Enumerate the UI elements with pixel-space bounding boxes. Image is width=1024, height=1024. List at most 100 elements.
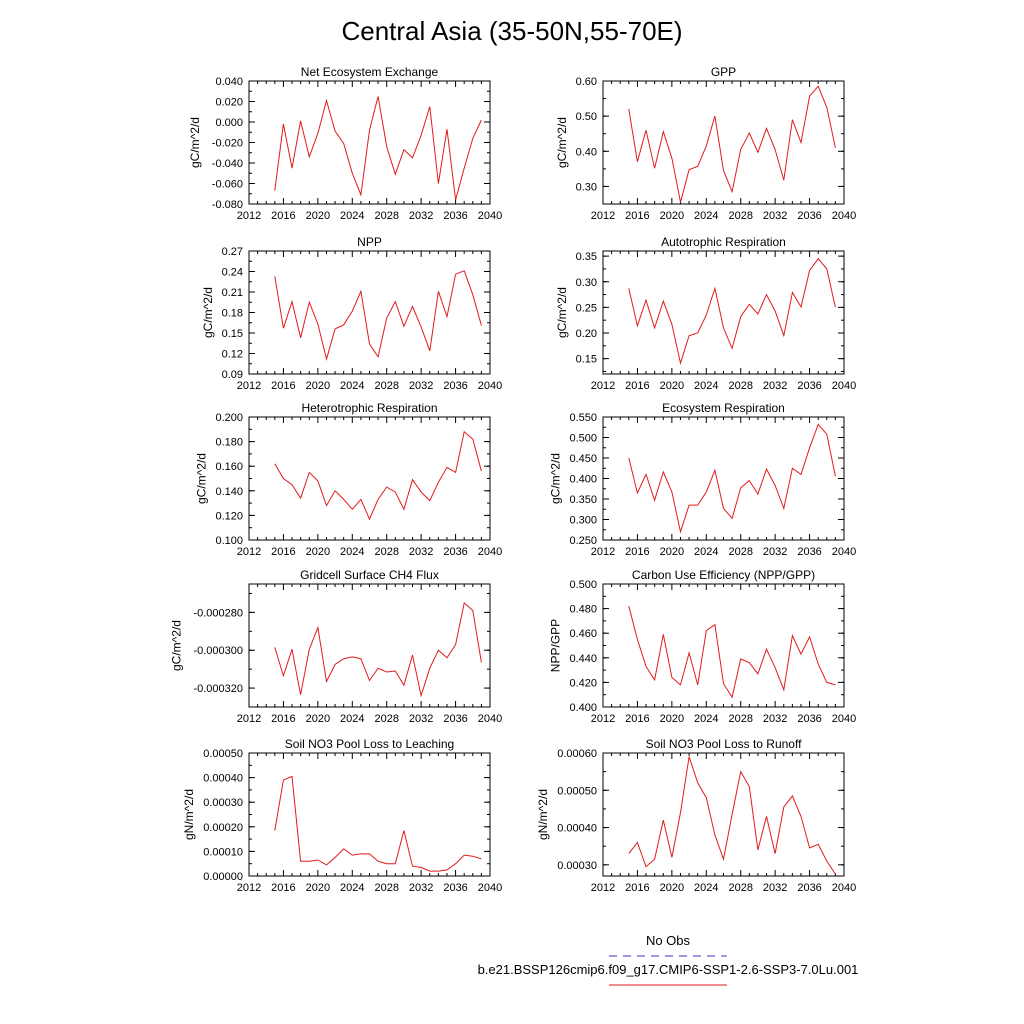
- chart-panel: Carbon Use Efficiency (NPP/GPP) 2012 2016 2…: [549, 568, 857, 725]
- y-axis-label: gC/m^2/d: [555, 287, 569, 338]
- y-tick-label: 0.15: [576, 354, 597, 366]
- x-tick-label: 2028: [374, 713, 398, 725]
- plot-frame: [248, 416, 491, 541]
- x-tick-label: 2028: [728, 546, 752, 558]
- y-tick-label: 0.00010: [203, 846, 243, 858]
- x-tick-label: 2012: [591, 546, 615, 558]
- y-tick-label: -0.020: [212, 138, 243, 150]
- y-tick-label: 0.35: [576, 251, 597, 263]
- y-axis-label: gC/m^2/d: [201, 287, 215, 338]
- chart-title: Autotrophic Respiration: [661, 235, 786, 249]
- x-tick-label: 2024: [694, 713, 718, 725]
- x-tick-label: 2012: [237, 882, 261, 894]
- chart-panel: Ecosystem Respiration 2012 2016 2020 2024 202…: [549, 401, 857, 558]
- x-tick-label: 2040: [832, 546, 856, 558]
- x-tick-label: 2012: [237, 380, 261, 392]
- x-tick-label: 2016: [625, 210, 649, 222]
- y-tick-label: 0.140: [215, 486, 243, 498]
- y-tick-label: 0.27: [222, 246, 243, 258]
- series-line: [628, 756, 836, 875]
- x-tick-label: 2036: [443, 882, 467, 894]
- x-tick-label: 2036: [443, 713, 467, 725]
- x-tick-label: 2016: [271, 210, 295, 222]
- y-tick-label: 0.09: [222, 369, 243, 381]
- plot-frame: [248, 752, 491, 877]
- y-tick-label: 0.21: [222, 287, 243, 299]
- x-tick-label: 2036: [797, 210, 821, 222]
- series-line: [274, 96, 482, 201]
- y-tick-label: 0.500: [569, 433, 597, 445]
- x-tick-label: 2024: [340, 546, 364, 558]
- x-tick-label: 2032: [409, 210, 433, 222]
- x-tick-label: 2032: [763, 713, 787, 725]
- x-tick-label: 2032: [409, 882, 433, 894]
- chart-title: NPP: [357, 235, 382, 249]
- legend-entry-no-obs: No Obs: [646, 933, 691, 948]
- chart-panel: Autotrophic Respiration 2012 2016 2020 2024 2…: [555, 235, 856, 392]
- chart-panel: Heterotrophic Respiration 2012 2016 2020 202…: [195, 401, 503, 558]
- y-axis-label: gC/m^2/d: [195, 453, 209, 504]
- y-tick-label: 0.30: [576, 277, 597, 289]
- x-tick-label: 2012: [591, 882, 615, 894]
- panels: Net Ecosystem Exchange 2012 2016 2020 2024 20…: [169, 65, 856, 894]
- y-tick-label: 0.420: [569, 677, 597, 689]
- y-tick-label: 0.500: [569, 579, 597, 591]
- x-tick-label: 2036: [797, 882, 821, 894]
- y-tick-label: 0.160: [215, 461, 243, 473]
- x-tick-label: 2024: [694, 882, 718, 894]
- x-tick-label: 2024: [340, 713, 364, 725]
- x-tick-label: 2036: [797, 380, 821, 392]
- x-tick-label: 2028: [374, 882, 398, 894]
- chart-panel: Soil NO3 Pool Loss to Runoff 2012 2016 2020…: [536, 737, 856, 894]
- chart-panel: Soil NO3 Pool Loss to Leaching 2012 2016 20…: [182, 737, 502, 894]
- x-tick-label: 2016: [625, 713, 649, 725]
- y-tick-label: -0.000280: [193, 607, 243, 619]
- legend-entry-case: b.e21.BSSP126cmip6.f09_g17.CMIP6-SSP1-2.…: [478, 962, 859, 977]
- y-tick-label: 0.00000: [203, 871, 243, 883]
- chart-panel: Gridcell Surface CH4 Flux 2012 2016 2020 202…: [169, 568, 502, 725]
- x-tick-label: 2032: [763, 380, 787, 392]
- chart-title: Soil NO3 Pool Loss to Runoff: [646, 737, 803, 751]
- x-tick-label: 2028: [374, 210, 398, 222]
- y-tick-label: 0.480: [569, 604, 597, 616]
- x-tick-label: 2032: [763, 210, 787, 222]
- y-tick-label: -0.000300: [193, 645, 243, 657]
- series-line: [274, 601, 482, 698]
- y-axis-label: NPP/GPP: [549, 619, 563, 672]
- x-tick-label: 2032: [409, 713, 433, 725]
- y-tick-label: 0.00030: [203, 797, 243, 809]
- y-tick-label: 0.300: [569, 515, 597, 527]
- x-tick-label: 2012: [237, 546, 261, 558]
- series-line: [628, 423, 836, 534]
- y-tick-label: 0.120: [215, 510, 243, 522]
- x-tick-label: 2028: [374, 546, 398, 558]
- x-tick-label: 2024: [694, 546, 718, 558]
- x-tick-label: 2020: [660, 210, 684, 222]
- x-tick-label: 2036: [797, 713, 821, 725]
- x-tick-label: 2020: [306, 380, 330, 392]
- x-tick-label: 2024: [694, 210, 718, 222]
- y-tick-label: 0.50: [576, 111, 597, 123]
- y-tick-label: 0.180: [215, 437, 243, 449]
- x-tick-label: 2020: [660, 713, 684, 725]
- y-axis-label: gC/m^2/d: [169, 620, 183, 671]
- y-tick-label: 0.440: [569, 653, 597, 665]
- y-tick-label: 0.000: [215, 117, 243, 129]
- y-tick-label: 0.30: [576, 181, 597, 193]
- y-axis-label: gN/m^2/d: [182, 789, 196, 840]
- x-tick-label: 2020: [306, 882, 330, 894]
- y-axis-label: gC/m^2/d: [188, 117, 202, 168]
- y-tick-label: 0.18: [222, 308, 243, 320]
- y-tick-label: 0.040: [215, 76, 243, 88]
- x-tick-label: 2036: [797, 546, 821, 558]
- x-tick-label: 2032: [409, 380, 433, 392]
- plot-frame: [248, 583, 491, 708]
- series-line: [274, 270, 482, 361]
- plot-frame: [248, 250, 491, 375]
- x-tick-label: 2040: [478, 380, 502, 392]
- x-tick-label: 2036: [443, 546, 467, 558]
- chart-panel: Net Ecosystem Exchange 2012 2016 2020 2024 20…: [188, 65, 502, 222]
- x-tick-label: 2024: [340, 380, 364, 392]
- y-tick-label: -0.000320: [193, 683, 243, 695]
- y-tick-label: 0.250: [569, 535, 597, 547]
